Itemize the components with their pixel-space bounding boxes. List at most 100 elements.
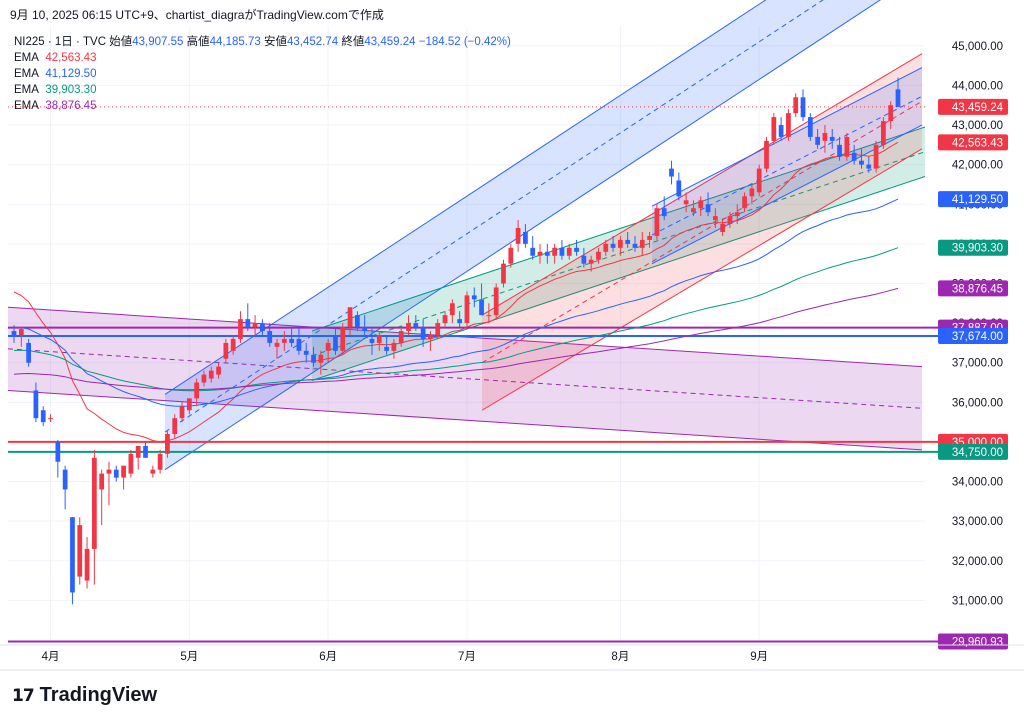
candle bbox=[537, 243, 543, 264]
candle bbox=[493, 283, 499, 320]
candle bbox=[55, 439, 61, 478]
price-badge bbox=[938, 443, 1008, 460]
candle-body bbox=[691, 208, 696, 213]
channel-red-edge-a bbox=[481, 53, 923, 316]
candle-body bbox=[471, 295, 477, 300]
candle-body bbox=[274, 342, 280, 347]
channel-red-edge-b bbox=[481, 148, 923, 411]
candle bbox=[281, 331, 287, 351]
candle bbox=[807, 113, 813, 141]
candle bbox=[691, 200, 696, 217]
candle-body bbox=[822, 132, 828, 141]
legend-ema-2[interactable]: EMA 41,129.50 bbox=[14, 66, 96, 82]
price-badge bbox=[938, 239, 1008, 256]
candle bbox=[800, 89, 806, 122]
symbol-label[interactable]: NI225 · 1日 · TVC bbox=[14, 36, 107, 48]
candle bbox=[515, 220, 521, 252]
candle bbox=[793, 93, 799, 118]
candle-body bbox=[369, 338, 375, 343]
candle-body bbox=[464, 295, 470, 324]
candle-body bbox=[756, 168, 762, 193]
candle bbox=[91, 449, 97, 585]
candle-body bbox=[238, 319, 243, 339]
candle-body bbox=[523, 231, 528, 244]
price-badge-label: 29,960.93 bbox=[952, 637, 1003, 649]
ohlc-readout: NI225 · 1日 · TVC 始値43,907.55 高値44,185.73… bbox=[14, 34, 511, 50]
y-tick-label: 33,000.00 bbox=[952, 516, 1003, 528]
channel-blue-small-fill bbox=[652, 67, 922, 264]
candle bbox=[157, 449, 163, 474]
candle-body bbox=[698, 200, 704, 209]
candle bbox=[778, 117, 784, 141]
candle bbox=[289, 327, 294, 347]
candle-body bbox=[33, 390, 39, 419]
y-tick-label: 44,000.00 bbox=[952, 80, 1003, 92]
candle-body bbox=[771, 117, 777, 141]
candle-body bbox=[311, 354, 316, 363]
candle bbox=[150, 465, 156, 478]
candle bbox=[654, 204, 660, 240]
candle bbox=[508, 243, 514, 268]
candle bbox=[734, 204, 740, 225]
candle bbox=[705, 192, 711, 217]
channel-blue-large-edge-a bbox=[164, 0, 882, 471]
candle-body bbox=[406, 323, 411, 332]
price-badge-label: 41,129.50 bbox=[952, 194, 1003, 206]
legend-ema-1-name: EMA bbox=[14, 52, 39, 64]
candle-body bbox=[596, 251, 601, 260]
candle bbox=[881, 117, 886, 149]
y-tick-label: 31,000.00 bbox=[952, 595, 1003, 607]
candle-body bbox=[632, 243, 638, 248]
tradingview-logo[interactable]: 𝟭𝟳 TradingView bbox=[12, 684, 157, 707]
candle bbox=[625, 231, 631, 248]
low-label: 安値 bbox=[263, 36, 287, 48]
candle bbox=[552, 243, 558, 264]
candle-body bbox=[84, 548, 90, 581]
channel-purple-desc-edge-b bbox=[7, 389, 923, 451]
x-tick-label: 7月 bbox=[458, 651, 476, 663]
candle bbox=[851, 144, 857, 165]
x-axis: 4月 5月 6月 7月 8月 9月 bbox=[42, 651, 769, 663]
x-tick-label: 5月 bbox=[180, 651, 198, 663]
candle-body bbox=[157, 453, 163, 470]
candle-body bbox=[778, 125, 784, 137]
candle bbox=[661, 196, 667, 221]
change-value: −184.52 (−0.42%) bbox=[418, 36, 511, 48]
y-tick-label: 42,000.00 bbox=[952, 160, 1003, 172]
indicator-legend: EMA 42,563.43 EMA 41,129.50 EMA 39,903.3… bbox=[14, 50, 96, 114]
candle bbox=[260, 319, 265, 335]
candle bbox=[296, 327, 302, 355]
candle-body bbox=[230, 338, 236, 351]
candle bbox=[822, 125, 828, 153]
candle bbox=[844, 132, 850, 161]
candle bbox=[756, 164, 762, 197]
legend-ema-4[interactable]: EMA 38,876.45 bbox=[14, 98, 96, 114]
candle-body bbox=[267, 331, 273, 343]
candle-body bbox=[888, 105, 894, 122]
candle-body bbox=[734, 212, 740, 217]
candle bbox=[581, 247, 587, 268]
candle-body bbox=[764, 140, 769, 169]
candle bbox=[238, 311, 243, 343]
candle bbox=[720, 220, 726, 236]
candle-body bbox=[347, 307, 353, 328]
candle bbox=[84, 537, 90, 589]
candle-body bbox=[194, 382, 200, 399]
y-tick-label: 45,000.00 bbox=[952, 41, 1003, 53]
price-badge bbox=[938, 191, 1008, 208]
candle-body bbox=[588, 259, 594, 264]
candle bbox=[888, 101, 894, 129]
channel-blue-large-midline bbox=[164, 0, 824, 433]
channel-blue-small-midline bbox=[651, 95, 923, 236]
candle bbox=[376, 331, 382, 351]
legend-ema-1[interactable]: EMA 42,563.43 bbox=[14, 50, 96, 66]
candle bbox=[340, 323, 346, 355]
ema-line-2 bbox=[13, 198, 899, 407]
candle-body bbox=[40, 410, 46, 423]
ema-line-1 bbox=[13, 141, 899, 443]
candle bbox=[223, 338, 229, 363]
ema-line-4 bbox=[13, 287, 899, 391]
legend-ema-3[interactable]: EMA 39,903.30 bbox=[14, 82, 96, 98]
candle-body bbox=[610, 243, 616, 248]
